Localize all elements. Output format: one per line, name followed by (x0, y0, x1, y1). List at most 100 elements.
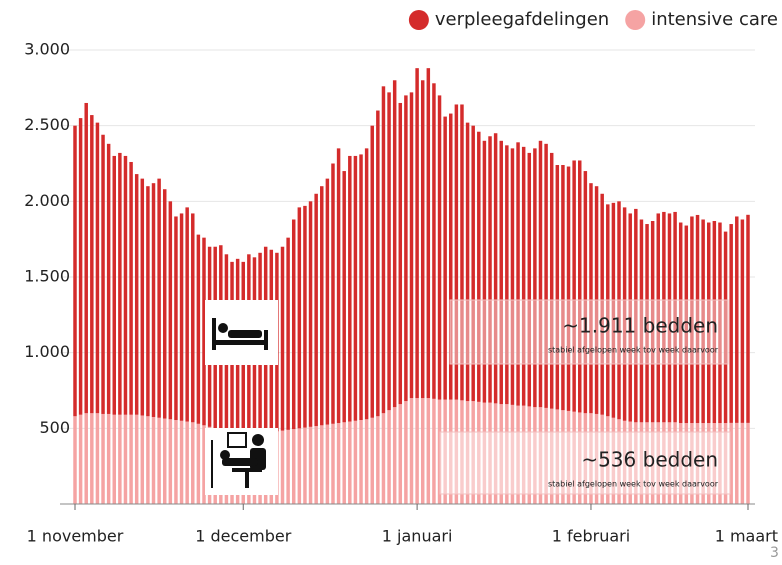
bar-segment (561, 410, 565, 504)
bar-segment (527, 406, 532, 504)
bar-segment (191, 422, 195, 504)
bar-segment (376, 110, 380, 417)
y-tick-label: 500 (39, 418, 70, 437)
bar-segment (320, 425, 324, 504)
bar-segment (471, 401, 475, 504)
annotation-lower: ~536 bedden stabiel afgelopen week tov w… (439, 431, 731, 495)
bar-segment (101, 134, 105, 414)
bar-segment (73, 416, 77, 504)
y-tick-label: 1.500 (24, 267, 70, 286)
bar-segment (622, 420, 627, 504)
bar-segment (286, 237, 290, 430)
bar-segment (151, 416, 156, 504)
bar-segment (146, 186, 150, 417)
bar-segment (628, 421, 632, 504)
bar-segment (95, 413, 100, 504)
bar-segment (639, 219, 644, 423)
bar-segment (291, 219, 296, 430)
x-tick-label: 1 februari (552, 527, 630, 546)
bar-segment (336, 423, 341, 504)
bar-segment (331, 163, 335, 424)
bar-segment (420, 80, 425, 399)
bar-segment (291, 429, 296, 504)
bar-segment (123, 155, 128, 415)
bar-segment (645, 422, 649, 504)
bar-segment (426, 68, 431, 399)
bar-segment (533, 148, 537, 408)
bar-segment (678, 423, 683, 504)
bar-segment (606, 204, 610, 417)
bar-segment (409, 92, 414, 399)
bar-segment (196, 234, 201, 424)
bar-segment (78, 414, 83, 504)
bar-segment (735, 422, 739, 504)
bar-segment (449, 113, 453, 400)
bar-segment (673, 422, 677, 504)
bar-segment (617, 201, 621, 420)
legend-label: intensive care (651, 9, 778, 30)
bar-segment (84, 102, 88, 414)
bar-segment (112, 414, 116, 504)
bar-segment (331, 423, 335, 504)
bar-segment (162, 189, 167, 419)
bar-segment (348, 421, 352, 504)
bar-segment (493, 133, 498, 404)
bar-segment (707, 423, 711, 504)
bar-segment (157, 417, 161, 504)
bar-segment (594, 413, 599, 504)
bar-segment (656, 213, 661, 423)
bar-segment (106, 413, 111, 504)
bar-segment (589, 183, 593, 414)
page-number: 3 (770, 545, 779, 561)
bar-segment (695, 423, 700, 504)
annotation-text: ~1.911 bedden (562, 314, 718, 338)
bar-segment (387, 410, 391, 504)
bar-segment (510, 404, 515, 504)
bar-segment (667, 213, 672, 423)
bar-segment (449, 399, 453, 504)
x-tick-label: 1 maart (715, 527, 778, 546)
bar-segment (191, 213, 195, 423)
bar-segment (168, 419, 173, 504)
bar-segment (634, 208, 638, 423)
bar-segment (482, 402, 487, 504)
bar-segment (303, 427, 307, 504)
bar-segment (168, 201, 173, 420)
bar-segment (695, 214, 700, 424)
bar-segment (364, 419, 369, 504)
bar-segment (308, 426, 313, 504)
bar-segment (140, 178, 145, 416)
bar-segment (370, 125, 374, 418)
bar-segment (342, 422, 346, 504)
bar-segment (415, 398, 419, 504)
annotation-subtext: stabiel afgelopen week tov week daarvoor (548, 346, 719, 355)
bar-segment (505, 145, 509, 405)
bar-segment (600, 193, 604, 415)
bar-segment (533, 407, 537, 504)
bar-segment (443, 399, 447, 504)
bar-segment (370, 417, 374, 504)
bar-segment (106, 143, 111, 414)
bar-segment (320, 186, 324, 426)
bar-segment (572, 160, 576, 412)
bar-segment (426, 398, 431, 504)
bar-segment (729, 224, 733, 423)
annotation-box (449, 299, 729, 365)
bar-segment (740, 422, 745, 504)
bar-segment (185, 207, 189, 422)
bar-segment (118, 414, 122, 504)
bar-segment (499, 140, 503, 405)
bar-segment (381, 86, 386, 414)
bar-segment (90, 413, 94, 504)
bar-segment (611, 202, 616, 418)
bar-segment (499, 404, 503, 504)
bar-segment (488, 136, 492, 403)
bar-segment (662, 422, 666, 504)
bar-segment (398, 102, 403, 405)
bar-segment (364, 148, 369, 420)
legend-swatch (408, 10, 429, 30)
bar-segment (712, 221, 717, 424)
bar-segment (123, 414, 128, 504)
y-tick-label: 1.000 (24, 342, 70, 361)
bar-segment (471, 125, 475, 402)
